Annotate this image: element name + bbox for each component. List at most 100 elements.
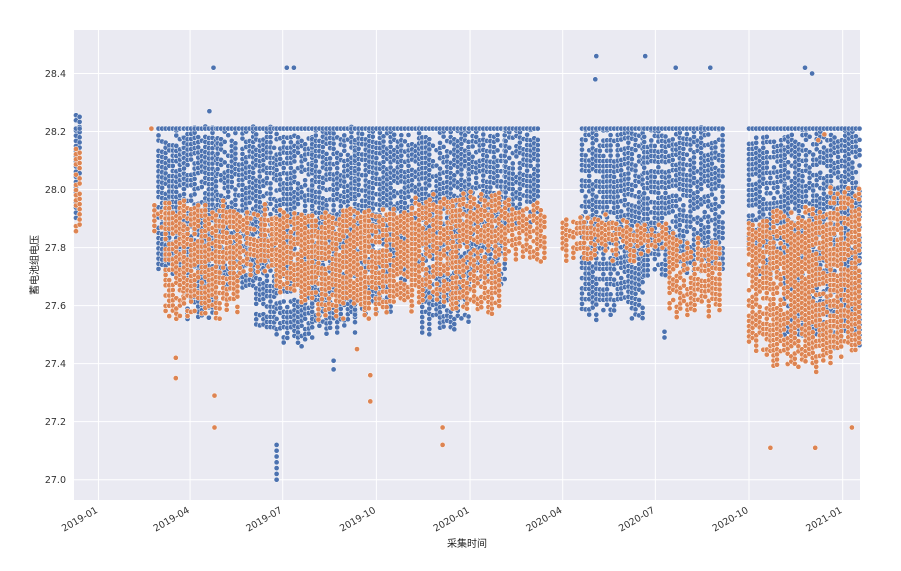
- data-point: [607, 270, 614, 277]
- data-point: [232, 140, 239, 147]
- data-point: [600, 255, 607, 262]
- data-point: [302, 156, 308, 163]
- data-point: [582, 193, 589, 200]
- data-point: [280, 339, 287, 346]
- data-point: [458, 171, 465, 178]
- data-point: [648, 137, 655, 144]
- data-point: [629, 156, 635, 163]
- data-point: [264, 175, 270, 181]
- data-point: [302, 141, 308, 148]
- data-point: [586, 311, 593, 318]
- data-point: [214, 150, 221, 157]
- data-point: [632, 162, 639, 169]
- data-point: [639, 279, 646, 286]
- data-point: [352, 306, 358, 313]
- data-point: [760, 144, 767, 151]
- data-point: [426, 321, 433, 327]
- data-point: [719, 183, 726, 190]
- data-point: [267, 185, 274, 192]
- data-point: [243, 159, 249, 166]
- data-point: [273, 316, 280, 322]
- data-point: [334, 324, 341, 331]
- data-point: [280, 139, 287, 146]
- data-point: [256, 189, 263, 195]
- data-point: [614, 203, 621, 210]
- data-point: [753, 134, 760, 141]
- data-point: [611, 276, 617, 283]
- data-point: [579, 141, 585, 148]
- data-point: [232, 145, 239, 152]
- data-point: [534, 147, 541, 153]
- data-point: [746, 176, 752, 183]
- data-point: [221, 149, 228, 155]
- data-point: [579, 146, 585, 153]
- data-point: [639, 315, 646, 321]
- data-point: [719, 194, 726, 200]
- data-point: [810, 187, 817, 194]
- data-point: [651, 256, 658, 262]
- data-point: [155, 266, 162, 272]
- data-point: [426, 136, 433, 143]
- data-point: [173, 142, 180, 149]
- data-point: [785, 169, 792, 176]
- data-point: [213, 183, 219, 190]
- data-point: [465, 318, 472, 325]
- data-point: [632, 306, 639, 313]
- data-point: [719, 137, 726, 144]
- data-point: [484, 153, 490, 160]
- data-point: [312, 132, 319, 139]
- data-point: [632, 183, 639, 189]
- data-point: [680, 166, 687, 173]
- data-point: [719, 209, 726, 216]
- data-point: [669, 136, 676, 143]
- data-point: [498, 178, 504, 185]
- data-point: [169, 163, 176, 169]
- data-point: [662, 149, 669, 155]
- data-point: [316, 189, 323, 196]
- data-point: [621, 197, 628, 203]
- data-point: [719, 229, 726, 236]
- data-point: [788, 132, 795, 138]
- data-point: [719, 163, 726, 169]
- data-point: [517, 201, 523, 208]
- data-point: [341, 142, 348, 149]
- data-point: [451, 321, 458, 327]
- data-point: [267, 149, 274, 156]
- data-points: [73, 53, 863, 483]
- data-point: [309, 324, 316, 331]
- data-point: [524, 167, 530, 174]
- data-point: [593, 137, 600, 143]
- data-point: [716, 213, 722, 220]
- data-point: [593, 193, 600, 200]
- data-point: [341, 322, 348, 329]
- data-point: [632, 147, 639, 153]
- data-point: [501, 265, 508, 272]
- data-point: [369, 185, 376, 191]
- data-point: [691, 159, 697, 166]
- data-point: [767, 175, 774, 181]
- data-point: [749, 212, 756, 219]
- data-point: [719, 199, 726, 205]
- data-point: [316, 168, 323, 175]
- data-point: [641, 164, 648, 171]
- data-point: [639, 289, 646, 296]
- data-point: [719, 219, 726, 226]
- data-point: [267, 201, 274, 207]
- data-point: [534, 183, 541, 189]
- data-point: [600, 307, 607, 313]
- data-point: [803, 157, 809, 164]
- data-point: [323, 151, 330, 157]
- data-point: [355, 145, 362, 152]
- data-point: [760, 175, 767, 182]
- data-point: [796, 208, 802, 214]
- data-point: [607, 132, 614, 138]
- data-point: [419, 324, 426, 331]
- data-point: [806, 133, 813, 140]
- data-point: [155, 132, 162, 139]
- data-point: [756, 188, 763, 195]
- data-point: [191, 191, 198, 198]
- data-point: [426, 326, 433, 333]
- data-point: [676, 222, 683, 228]
- data-point: [534, 142, 541, 148]
- data-point: [771, 195, 777, 202]
